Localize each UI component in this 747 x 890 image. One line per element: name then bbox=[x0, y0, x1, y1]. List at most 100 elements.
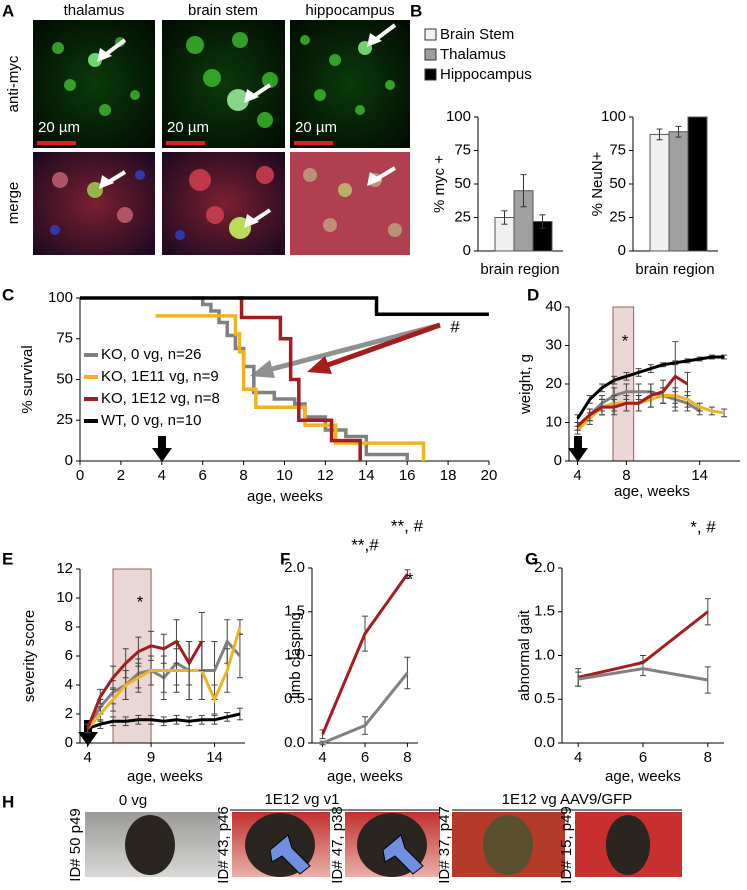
y-tick-label: 25 bbox=[454, 208, 471, 225]
x-tick-label: 18 bbox=[440, 467, 457, 484]
panel-letter: D bbox=[527, 285, 539, 304]
group-label: 0 vg bbox=[119, 792, 147, 809]
x-tick-label: 6 bbox=[639, 749, 647, 766]
x-axis-label: age, weeks bbox=[605, 768, 681, 785]
series-line bbox=[577, 667, 709, 682]
y-tick-label: 30 bbox=[545, 336, 562, 353]
pointer-arrow bbox=[267, 322, 441, 373]
scale-label: 20 µm bbox=[167, 119, 209, 136]
x-tick-label: 8 bbox=[622, 467, 630, 484]
legend-swatch bbox=[424, 48, 437, 61]
y-tick-label: 2 bbox=[65, 705, 73, 722]
annotation: # bbox=[450, 317, 460, 336]
y-tick-label: 0 bbox=[65, 734, 73, 751]
x-axis-label: age, weeks bbox=[247, 488, 323, 505]
column-label: thalamus bbox=[64, 2, 125, 19]
x-tick-label: 8 bbox=[403, 749, 411, 766]
arrows bbox=[97, 23, 397, 228]
panel-letter: G bbox=[525, 549, 538, 568]
y-tick-label: 1.5 bbox=[534, 603, 555, 620]
y-tick-label: 100 bbox=[48, 289, 73, 306]
y-tick-label: 1.5 bbox=[284, 603, 305, 620]
annotation: *, # bbox=[690, 517, 716, 536]
cells bbox=[50, 166, 402, 240]
y-tick-label: 2.0 bbox=[284, 559, 305, 576]
legend-swatch bbox=[424, 68, 437, 81]
panel-letter: A bbox=[2, 1, 14, 20]
x-tick-label: 6 bbox=[361, 749, 369, 766]
y-tick-label: 1.0 bbox=[534, 646, 555, 663]
x-tick-label: 4 bbox=[573, 467, 581, 484]
y-tick-label: 2.0 bbox=[534, 559, 555, 576]
y-tick-label: 0.0 bbox=[534, 734, 555, 751]
group-label: 1E12 vg AAV9/GFP bbox=[502, 791, 633, 808]
y-axis-label: % NeuN+ bbox=[589, 151, 606, 216]
row-label: anti-myc bbox=[5, 55, 22, 112]
x-tick-label: 6 bbox=[199, 467, 207, 484]
micrograph bbox=[33, 20, 155, 148]
y-tick-label: 0 bbox=[554, 452, 562, 469]
x-tick-label: 14 bbox=[358, 467, 375, 484]
y-tick-label: 100 bbox=[446, 108, 471, 125]
legend-label: Brain Stem bbox=[440, 26, 514, 43]
series-line bbox=[576, 390, 701, 428]
y-tick-label: 25 bbox=[56, 411, 73, 428]
y-axis-label: % myc + bbox=[431, 155, 448, 213]
panel-letter: E bbox=[2, 549, 13, 568]
y-tick-label: 0.0 bbox=[284, 734, 305, 751]
x-tick-label: 16 bbox=[399, 467, 416, 484]
series-line bbox=[87, 712, 241, 730]
annotation: **,# bbox=[351, 535, 379, 554]
y-tick-label: 0 bbox=[463, 242, 471, 259]
series-line bbox=[576, 355, 725, 420]
y-axis-label: abnormal gait bbox=[516, 609, 533, 701]
y-tick-label: 4 bbox=[65, 676, 73, 693]
y-axis-label: severity score bbox=[21, 610, 38, 703]
y-tick-label: 40 bbox=[545, 298, 562, 315]
photo-id: ID# 15, p49 bbox=[558, 806, 575, 884]
legend-swatch bbox=[424, 28, 437, 41]
legend-label: WT, 0 vg, n=10 bbox=[101, 412, 201, 429]
cells bbox=[52, 32, 395, 128]
y-axis-label: % survival bbox=[19, 345, 36, 413]
y-tick-label: 0.5 bbox=[534, 690, 555, 707]
photo-id: ID# 43, p46 bbox=[215, 806, 232, 884]
photo-id: ID# 47, p38 bbox=[329, 806, 346, 884]
panel-letter: B bbox=[410, 1, 422, 20]
micrograph bbox=[290, 152, 410, 255]
y-tick-label: 0 bbox=[618, 242, 626, 259]
annotation: * bbox=[137, 592, 144, 611]
x-tick-label: 14 bbox=[206, 749, 223, 766]
y-tick-label: 6 bbox=[65, 647, 73, 664]
x-axis-label: brain region bbox=[480, 261, 559, 278]
bar bbox=[668, 131, 689, 252]
legend-label: Thalamus bbox=[440, 46, 506, 63]
micrograph bbox=[33, 152, 155, 255]
x-tick-label: 0 bbox=[76, 467, 84, 484]
legend-label: KO, 1E12 vg, n=8 bbox=[101, 390, 220, 407]
y-tick-label: 10 bbox=[56, 589, 73, 606]
dose-arrow bbox=[152, 436, 172, 462]
panel-h-photos bbox=[85, 809, 682, 877]
survival-line bbox=[192, 296, 409, 461]
panel-letter: H bbox=[2, 792, 14, 811]
pointer-arrow bbox=[307, 356, 332, 374]
panel-letter: C bbox=[2, 285, 14, 304]
y-tick-label: 50 bbox=[56, 370, 73, 387]
y-tick-label: 8 bbox=[65, 618, 73, 635]
dose-arrows bbox=[78, 322, 588, 746]
series-line bbox=[86, 639, 204, 730]
column-label: hippocampus bbox=[305, 2, 394, 19]
y-tick-label: 50 bbox=[454, 175, 471, 192]
panel-a-images: 20 µm 20 µm 20 µm thalamus brain stem hi… bbox=[5, 2, 410, 255]
legend-label: Hippocampus bbox=[440, 66, 532, 83]
bar bbox=[687, 116, 708, 252]
x-tick-label: 4 bbox=[83, 749, 91, 766]
pointer-arrow bbox=[324, 322, 441, 369]
y-tick-label: 75 bbox=[609, 141, 626, 158]
series-line bbox=[322, 672, 409, 745]
y-tick-label: 75 bbox=[56, 330, 73, 347]
y-tick-label: 20 bbox=[545, 375, 562, 392]
bar bbox=[649, 133, 670, 252]
